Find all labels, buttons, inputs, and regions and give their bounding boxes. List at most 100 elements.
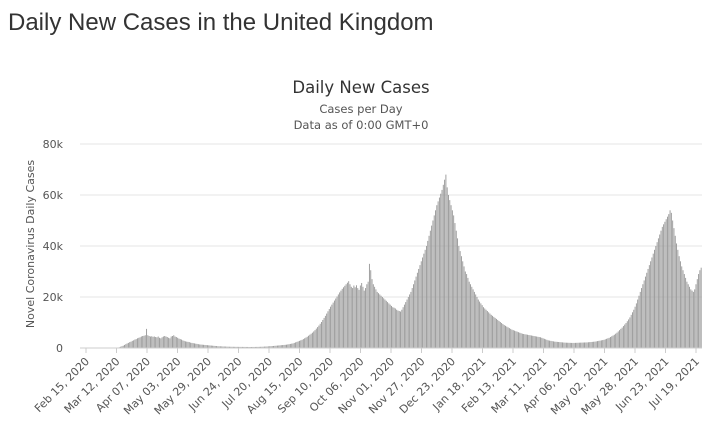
data-bar — [423, 253, 425, 348]
data-bar — [378, 293, 379, 348]
data-bar — [310, 333, 312, 348]
data-bar — [689, 286, 690, 348]
data-bar — [634, 306, 636, 348]
data-bar — [188, 342, 190, 348]
data-bar — [309, 334, 311, 348]
data-bar — [333, 300, 335, 348]
data-bar — [253, 346, 255, 348]
data-bar — [541, 337, 543, 348]
data-bar — [615, 333, 617, 348]
data-bar — [664, 221, 666, 348]
data-bar — [223, 346, 225, 348]
data-bar — [153, 336, 155, 348]
data-bar — [374, 286, 376, 348]
data-bar — [389, 304, 391, 348]
data-bar — [235, 346, 237, 348]
data-bar — [247, 346, 249, 348]
data-bar — [370, 270, 372, 348]
data-bar — [222, 346, 224, 348]
data-bar — [694, 289, 696, 348]
data-bar — [563, 342, 565, 348]
data-bar — [234, 346, 236, 348]
data-bar — [594, 341, 596, 349]
data-bar — [175, 337, 177, 348]
data-bar — [464, 271, 466, 348]
data-bar — [346, 282, 348, 348]
data-bar — [679, 261, 681, 348]
data-bar — [685, 277, 687, 349]
data-bar — [293, 342, 295, 348]
data-bar — [670, 212, 672, 348]
data-bar — [545, 339, 547, 348]
data-bar — [314, 330, 316, 348]
data-bar — [129, 342, 131, 348]
data-bar — [362, 286, 364, 348]
data-bar — [166, 337, 168, 348]
data-bar — [581, 342, 583, 348]
data-bar — [384, 299, 386, 348]
data-bar — [273, 345, 275, 348]
data-bar — [608, 337, 610, 348]
bar-series — [114, 174, 702, 349]
data-bar — [147, 335, 149, 348]
data-bar — [690, 289, 692, 348]
data-bar — [415, 276, 417, 348]
data-bar — [352, 288, 354, 348]
data-bar — [305, 337, 307, 348]
data-bar — [239, 346, 241, 348]
data-bar — [199, 344, 201, 348]
data-bar — [416, 272, 418, 348]
data-bar — [598, 340, 600, 348]
data-bar — [458, 246, 460, 348]
data-bar — [441, 189, 443, 348]
data-bar — [321, 321, 322, 348]
data-bar — [414, 280, 416, 348]
data-bar — [295, 342, 297, 348]
data-bar — [400, 311, 401, 348]
data-bar — [580, 342, 582, 348]
data-bar — [489, 313, 491, 348]
data-bar — [682, 270, 684, 348]
data-bar — [276, 345, 278, 348]
data-bar — [533, 336, 535, 348]
data-bar — [622, 326, 624, 348]
chart-subtitle-line-1: Cases per Day — [319, 102, 402, 116]
data-bar — [568, 342, 570, 348]
data-bar — [221, 346, 223, 348]
data-bar — [655, 246, 657, 348]
data-bar — [236, 346, 238, 348]
data-bar — [433, 215, 435, 348]
data-bar — [661, 226, 663, 349]
data-bar — [673, 228, 675, 348]
data-bar — [191, 342, 193, 348]
data-bar — [683, 274, 685, 348]
data-bar — [354, 287, 356, 348]
data-bar — [148, 336, 150, 348]
data-bar — [659, 234, 661, 348]
data-bar — [168, 337, 170, 348]
data-bar — [308, 335, 309, 348]
data-bar — [546, 339, 548, 348]
data-bar — [300, 340, 302, 348]
data-bar — [288, 344, 290, 348]
data-bar — [475, 294, 477, 348]
data-bar — [571, 342, 573, 348]
data-bar — [217, 346, 219, 348]
data-bar — [515, 331, 517, 348]
data-bar — [560, 342, 562, 348]
data-bar — [324, 315, 326, 348]
data-bar — [485, 309, 487, 348]
data-bar — [134, 339, 136, 348]
data-bar — [616, 332, 618, 348]
data-bar — [577, 342, 579, 348]
data-bar — [564, 342, 566, 348]
data-bar — [676, 243, 678, 348]
data-bar — [510, 328, 512, 349]
data-bar — [508, 328, 510, 348]
data-bar — [681, 266, 683, 348]
data-bar — [511, 329, 513, 348]
data-bar — [349, 284, 351, 348]
data-bar — [424, 249, 426, 348]
data-bar — [366, 284, 368, 348]
